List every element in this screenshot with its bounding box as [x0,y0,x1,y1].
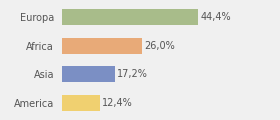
Text: 26,0%: 26,0% [144,41,175,51]
Bar [62,9,198,25]
Bar [62,95,100,111]
Bar [62,38,142,54]
Text: 17,2%: 17,2% [117,69,148,79]
Text: 12,4%: 12,4% [102,98,133,108]
Text: 44,4%: 44,4% [201,12,232,22]
Bar [62,66,115,82]
